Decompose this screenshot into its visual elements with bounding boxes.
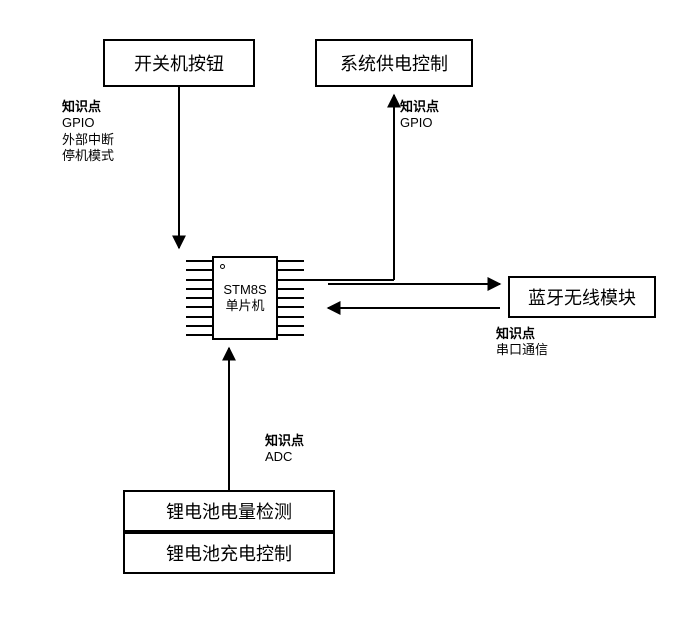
chip-pin-left [186,260,212,262]
diagram-stage: 开关机按钮 系统供电控制 蓝牙无线模块 锂电池电量检测 锂电池充电控制 STM8… [0,0,690,620]
node-power-button: 开关机按钮 [103,39,255,87]
chip-pin-right [278,306,304,308]
annotation-bluetooth: 知识点 串口通信 [496,326,548,359]
chip-pin-left [186,334,212,336]
annotation-line: 串口通信 [496,342,548,358]
annotation-top-right: 知识点 GPIO [400,99,439,132]
chip-pin-right [278,325,304,327]
node-battery-charge: 锂电池充电控制 [123,532,335,574]
chip-pin-right [278,269,304,271]
node-label: 系统供电控制 [334,50,454,76]
node-label: 锂电池电量检测 [160,498,298,524]
chip-pin-left [186,297,212,299]
annotation-header: 知识点 [62,99,114,115]
node-label: 锂电池充电控制 [160,540,298,566]
annotation-line: GPIO [62,115,114,131]
chip-body: STM8S 单片机 [212,256,278,340]
chip-pin-right [278,316,304,318]
chip-pin-left [186,306,212,308]
node-label: 蓝牙无线模块 [522,284,642,310]
node-battery-detect: 锂电池电量检测 [123,490,335,532]
chip-pin-right [278,279,304,281]
annotation-line: ADC [265,449,304,465]
annotation-header: 知识点 [496,326,548,342]
chip-pin-right [278,288,304,290]
chip-label-line2: 单片机 [225,298,264,314]
annotation-adc: 知识点 ADC [265,433,304,466]
chip-pin-left [186,316,212,318]
chip-label-line1: STM8S [223,282,266,298]
annotation-header: 知识点 [400,99,439,115]
node-chip: STM8S 单片机 [186,256,304,340]
chip-pin-left [186,325,212,327]
node-bluetooth: 蓝牙无线模块 [508,276,656,318]
annotation-line: GPIO [400,115,439,131]
node-label: 开关机按钮 [128,50,230,76]
annotation-left: 知识点 GPIO 外部中断 停机模式 [62,99,114,164]
chip-pin-left [186,279,212,281]
chip-pin-right [278,297,304,299]
annotation-line: 外部中断 [62,132,114,148]
chip-pin-left [186,269,212,271]
node-system-power: 系统供电控制 [315,39,473,87]
annotation-line: 停机模式 [62,148,114,164]
annotation-header: 知识点 [265,433,304,449]
chip-pin1-dot [220,264,225,269]
chip-pin-right [278,260,304,262]
chip-pin-right [278,334,304,336]
chip-pin-left [186,288,212,290]
